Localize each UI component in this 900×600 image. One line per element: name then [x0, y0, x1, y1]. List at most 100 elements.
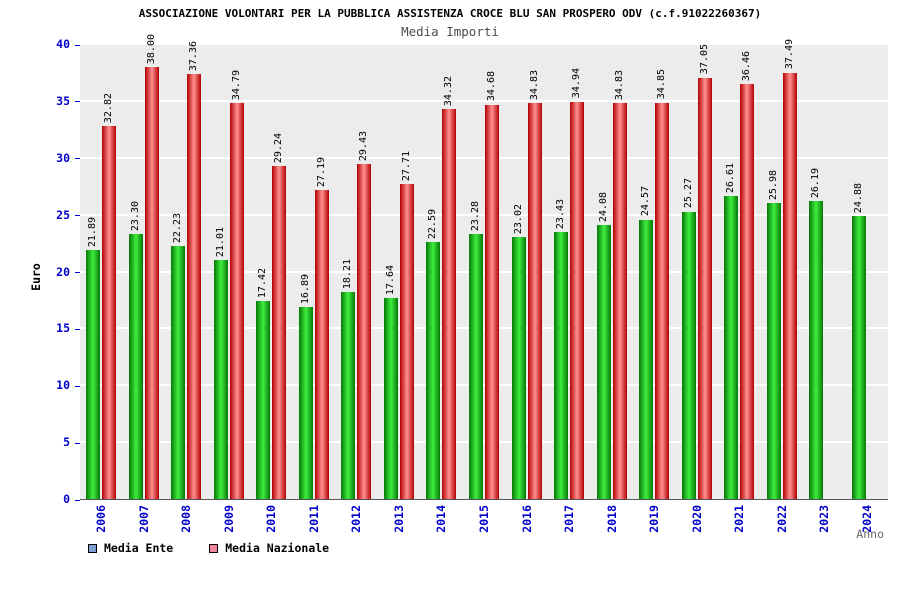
bar-value-label: 38.00 [145, 33, 157, 64]
bar-media-ente-2023 [809, 201, 824, 499]
gridline [80, 327, 888, 330]
bar-value-label: 27.71 [400, 150, 412, 181]
x-tick-label-2012: 2012 [349, 505, 364, 533]
x-tick-label-2010: 2010 [264, 505, 279, 533]
gridline [80, 441, 888, 444]
bar-media-nazionale-2011 [314, 189, 329, 499]
y-tick-mark [75, 44, 80, 46]
bar-value-label: 29.24 [273, 133, 285, 164]
bar-value-label: 34.68 [486, 71, 497, 102]
y-tick-mark [75, 499, 80, 501]
x-tick-label-2022: 2022 [774, 505, 789, 533]
chart-subtitle: Media Importi [401, 24, 499, 39]
bar-value-label: 17.64 [384, 265, 396, 296]
x-tick-label-2009: 2009 [221, 505, 236, 533]
bar-media-nazionale-2008 [187, 74, 202, 499]
x-tick-label-2014: 2014 [434, 505, 449, 533]
bar-media-ente-2010 [256, 300, 271, 499]
bar-value-label: 26.61 [725, 163, 737, 194]
x-tick-label-2013: 2013 [391, 505, 406, 533]
x-tick-label-2019: 2019 [647, 505, 662, 533]
bar-value-label: 34.83 [528, 69, 540, 100]
legend-label-media-nazionale: Media Nazionale [225, 541, 330, 555]
bar-value-label: 22.59 [427, 208, 439, 240]
bar-media-ente-2007 [128, 233, 143, 499]
bar-media-ente-2008 [171, 246, 186, 499]
bar-value-label: 34.94 [571, 68, 583, 99]
legend-item-media-ente: Media Ente [88, 541, 173, 555]
bar-value-label: 22.23 [172, 213, 184, 244]
y-tick-label: 30 [56, 150, 70, 165]
bar-media-nazionale-2013 [399, 183, 414, 499]
bar-media-nazionale-2019 [655, 102, 670, 499]
plot-area: 21.89 32.82 23.30 38.00 22.23 37.36 21.01 34.79… [80, 34, 888, 500]
bar-media-ente-2022 [766, 203, 781, 499]
bar-media-nazionale-2022 [782, 72, 797, 499]
media-nazionale-swatch-icon [209, 543, 219, 553]
x-tick-label-2018: 2018 [604, 505, 619, 533]
y-tick-mark [75, 272, 80, 273]
bar-value-label: 23.43 [555, 199, 567, 230]
media-ente-swatch-icon [88, 543, 97, 553]
bar-value-label: 37.36 [188, 40, 200, 72]
y-tick-mark [75, 101, 80, 103]
bar-media-ente-2009 [213, 260, 228, 499]
x-tick-label-2017: 2017 [562, 505, 577, 533]
bar-value-label: 34.79 [230, 70, 242, 101]
bar-value-label: 26.19 [810, 167, 822, 199]
bar-media-ente-2012 [341, 291, 356, 499]
gridline [80, 99, 888, 102]
gridline [80, 156, 888, 159]
x-tick-label-2016: 2016 [519, 505, 534, 533]
bar-media-nazionale-2010 [272, 166, 287, 499]
bar-value-label: 17.42 [257, 267, 269, 298]
bar-media-nazionale-2015 [485, 104, 499, 499]
bar-media-ente-2011 [298, 306, 313, 499]
y-tick-mark [75, 385, 80, 387]
bar-value-label: 23.02 [512, 204, 524, 235]
x-tick-label-2011: 2011 [306, 505, 321, 533]
bar-value-label: 25.98 [767, 170, 779, 201]
bar-media-nazionale-2016 [527, 102, 542, 499]
x-tick-label-2024: 2024 [859, 505, 874, 533]
bar-media-ente-2020 [681, 211, 696, 499]
bar-media-nazionale-2012 [357, 164, 372, 499]
bar-value-label: 16.89 [299, 273, 311, 304]
bar-media-nazionale-2009 [229, 103, 244, 499]
bar-value-label: 24.88 [852, 182, 864, 213]
bar-value-label: 24.08 [597, 191, 609, 223]
bar-media-ente-2006 [86, 250, 101, 499]
y-tick-label: 5 [63, 435, 70, 450]
x-tick-label-2015: 2015 [477, 505, 491, 533]
bar-value-label: 25.27 [682, 178, 694, 209]
x-tick-label-2020: 2020 [689, 505, 704, 533]
y-tick-label: 10 [56, 378, 70, 393]
bar-media-nazionale-2014 [442, 108, 457, 499]
y-tick-label: 40 [56, 37, 70, 51]
bar-value-label: 34.83 [613, 69, 625, 100]
x-tick-label-2007: 2007 [136, 505, 151, 533]
gridline [80, 213, 888, 216]
bar-value-label: 29.43 [358, 131, 370, 162]
x-tick-label-2006: 2006 [94, 505, 109, 533]
bar-media-nazionale-2017 [570, 101, 585, 499]
bar-value-label: 23.30 [129, 200, 141, 231]
bar-media-ente-2016 [511, 237, 526, 499]
y-tick-label: 20 [56, 264, 70, 279]
legend-item-media-nazionale: Media Nazionale [209, 541, 329, 555]
bar-media-nazionale-2018 [612, 102, 627, 499]
bar-media-ente-2015 [469, 234, 483, 499]
bar-value-label: 24.57 [640, 186, 652, 217]
bar-value-label: 37.05 [698, 44, 710, 75]
bar-value-label: 18.21 [342, 258, 354, 289]
gridline [80, 43, 888, 45]
y-tick-mark [75, 328, 80, 330]
bar-media-ente-2019 [639, 219, 654, 499]
y-tick-label: 25 [56, 207, 70, 222]
bar-media-nazionale-2020 [697, 77, 712, 499]
x-tick-label-2008: 2008 [179, 505, 194, 533]
chart-title: ASSOCIAZIONE VOLONTARI PER LA PUBBLICA A… [138, 7, 762, 20]
bar-value-label: 21.89 [87, 216, 99, 248]
bar-media-ente-2024 [851, 216, 866, 499]
